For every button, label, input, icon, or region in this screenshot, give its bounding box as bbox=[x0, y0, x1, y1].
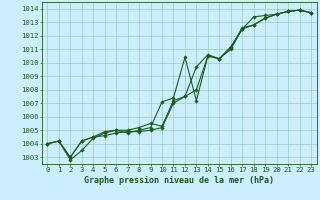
X-axis label: Graphe pression niveau de la mer (hPa): Graphe pression niveau de la mer (hPa) bbox=[84, 176, 274, 185]
